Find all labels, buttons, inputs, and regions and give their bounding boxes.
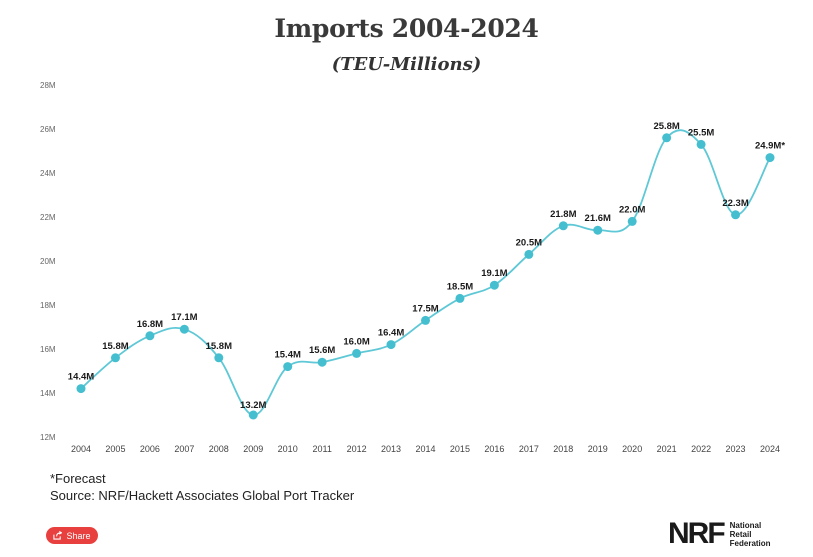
share-icon: [53, 531, 63, 540]
data-point: [110, 353, 120, 363]
share-button[interactable]: Share: [46, 527, 98, 544]
data-point: [386, 340, 396, 350]
y-tick-label: 18M: [40, 301, 56, 310]
data-point: [455, 293, 465, 303]
data-point: [76, 384, 86, 394]
y-tick-label: 22M: [40, 213, 56, 222]
data-point: [731, 210, 741, 220]
y-tick-label: 24M: [40, 169, 56, 178]
x-tick-label: 2017: [519, 444, 539, 454]
logo-line-2: Retail: [729, 529, 752, 539]
logo-text: National Retail Federation: [730, 521, 771, 548]
data-label: 16.0M: [343, 336, 369, 347]
data-point: [352, 348, 362, 358]
data-point: [179, 324, 189, 334]
data-point: [421, 315, 430, 325]
data-label: 18.5M: [447, 281, 473, 292]
y-tick-label: 28M: [40, 81, 56, 90]
data-point: [593, 225, 603, 235]
data-point: [317, 357, 327, 367]
x-tick-label: 2007: [174, 444, 194, 454]
logo-mark: NRF: [668, 517, 726, 550]
data-label: 21.8M: [550, 209, 576, 220]
y-tick-label: 26M: [40, 125, 56, 134]
chart-subtitle: (TEU-Millions): [331, 54, 482, 75]
nrf-logo: NRF National Retail Federation: [668, 517, 771, 550]
data-label: 13.2M: [240, 400, 266, 411]
chart-title: Imports 2004-2024: [274, 14, 539, 43]
x-tick-label: 2018: [553, 444, 573, 454]
data-label: 22.0M: [619, 204, 645, 215]
data-label: 24.9M*: [755, 141, 785, 152]
data-label: 21.6M: [585, 213, 611, 224]
data-label: 17.1M: [171, 312, 197, 323]
source-note: Source: NRF/Hackett Associates Global Po…: [50, 488, 355, 503]
logo-line-1: National: [729, 520, 762, 530]
x-tick-label: 2024: [760, 444, 780, 454]
y-tick-label: 16M: [40, 345, 56, 354]
x-tick-label: 2023: [726, 444, 746, 454]
chart-notes: *Forecast Source: NRF/Hackett Associates…: [50, 470, 354, 504]
data-point: [283, 362, 293, 372]
data-label: 15.4M: [274, 350, 300, 361]
data-point: [145, 331, 155, 341]
y-tick-label: 12M: [40, 433, 56, 442]
data-label: 20.5M: [516, 237, 542, 248]
data-point: [765, 153, 775, 163]
x-tick-label: 2006: [140, 444, 160, 454]
data-label: 22.3M: [722, 198, 748, 209]
data-label: 15.8M: [206, 341, 232, 352]
data-label: 17.5M: [412, 303, 438, 314]
x-tick-label: 2014: [415, 444, 435, 454]
x-tick-label: 2004: [71, 444, 91, 454]
data-point: [696, 139, 706, 149]
share-label: Share: [66, 530, 91, 541]
x-tick-label: 2019: [588, 444, 608, 454]
data-point: [558, 221, 568, 231]
x-tick-label: 2011: [312, 444, 331, 454]
data-label: 16.4M: [378, 328, 404, 339]
forecast-note: *Forecast: [50, 471, 106, 486]
data-label: 25.5M: [688, 127, 714, 138]
x-tick-label: 2010: [278, 444, 298, 454]
data-point: [627, 216, 637, 226]
x-tick-label: 2009: [243, 444, 263, 454]
series-line: [80, 129, 771, 416]
data-point: [489, 280, 499, 290]
data-label: 25.8M: [653, 121, 679, 132]
x-tick-label: 2012: [347, 444, 367, 454]
data-point: [662, 133, 672, 143]
x-tick-label: 2021: [657, 444, 677, 454]
x-tick-label: 2008: [209, 444, 229, 454]
y-tick-label: 20M: [40, 257, 56, 266]
x-tick-label: 2005: [105, 444, 125, 454]
data-point: [524, 249, 534, 259]
y-tick-label: 14M: [40, 389, 56, 398]
data-label: 14.4M: [68, 372, 94, 383]
data-label: 15.6M: [309, 345, 335, 356]
data-label: 19.1M: [481, 268, 507, 279]
data-point: [248, 410, 258, 420]
x-tick-label: 2022: [691, 444, 711, 454]
x-tick-label: 2013: [381, 444, 401, 454]
x-tick-label: 2020: [622, 444, 642, 454]
data-point: [214, 353, 224, 363]
x-tick-label: 2015: [450, 444, 470, 454]
data-label: 15.8M: [102, 341, 128, 352]
x-tick-label: 2016: [484, 444, 504, 454]
logo-line-3: Federation: [729, 538, 771, 548]
data-label: 16.8M: [137, 319, 163, 330]
